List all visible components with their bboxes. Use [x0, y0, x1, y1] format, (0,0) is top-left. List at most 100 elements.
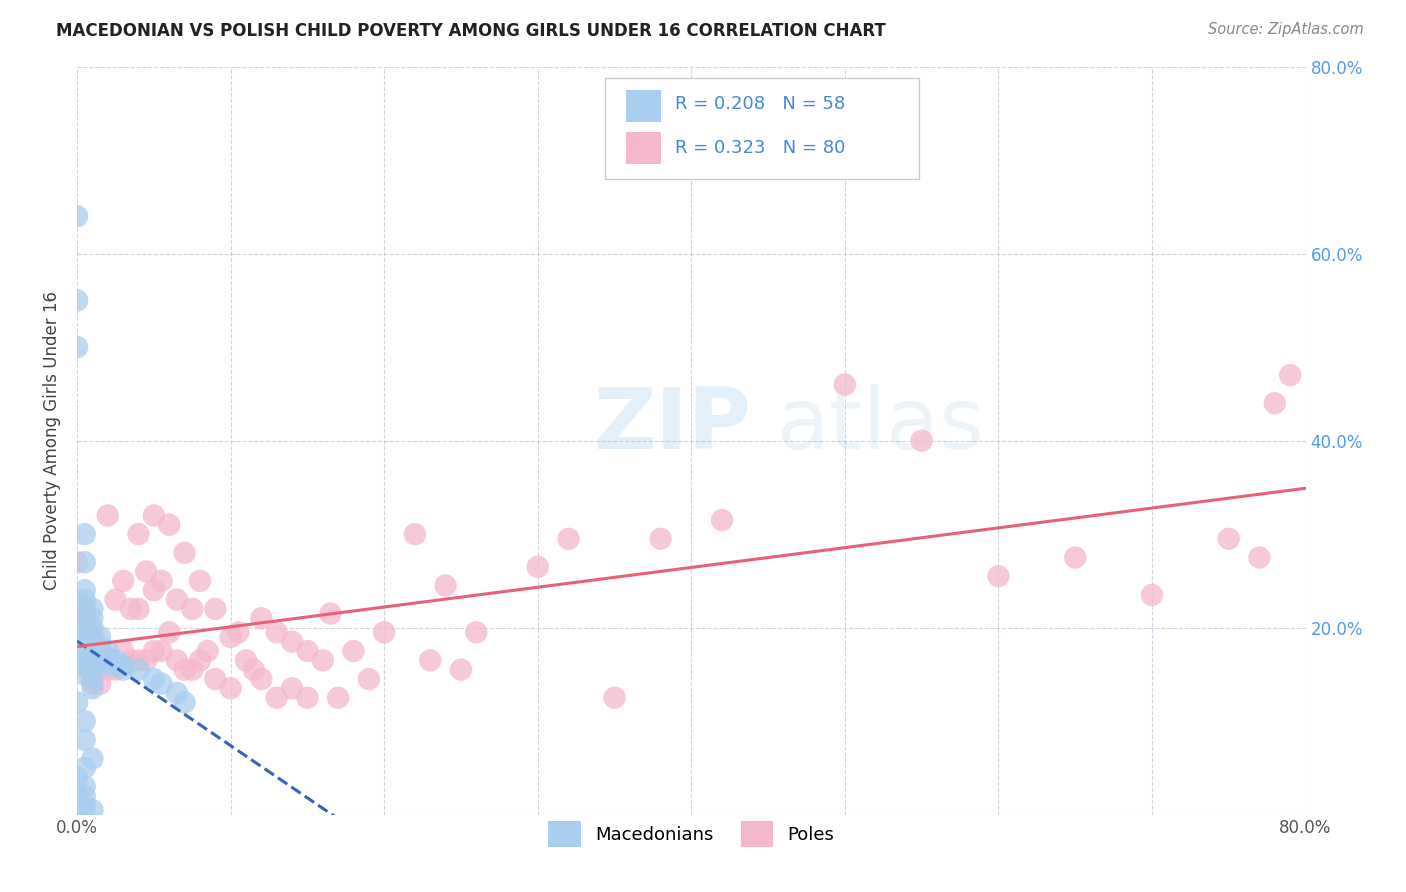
Point [235, 653, 257, 667]
Point [82, 621, 104, 635]
Point [89, 640, 111, 654]
Point [112, 644, 135, 658]
Point [97, 663, 120, 677]
Point [1218, 532, 1240, 546]
Point [181, 663, 204, 677]
Point [434, 578, 457, 592]
Point [89, 630, 111, 644]
Point [73, 583, 96, 598]
Point [73, 761, 96, 775]
Point [266, 625, 288, 640]
Point [66, 340, 89, 354]
Point [82, 640, 104, 654]
Point [66, 658, 89, 673]
Point [73, 602, 96, 616]
Point [142, 672, 165, 686]
Point [104, 592, 127, 607]
Point [281, 681, 304, 696]
Point [297, 690, 319, 705]
Point [73, 732, 96, 747]
Point [66, 695, 89, 709]
Point [450, 663, 472, 677]
Point [142, 644, 165, 658]
Point [266, 690, 288, 705]
Point [142, 508, 165, 523]
Point [150, 574, 173, 588]
FancyBboxPatch shape [606, 78, 918, 178]
Point [650, 532, 672, 546]
Point [142, 583, 165, 598]
Point [66, 648, 89, 663]
Point [82, 611, 104, 625]
Point [89, 644, 111, 658]
Point [66, 555, 89, 569]
Point [73, 803, 96, 817]
Point [73, 658, 96, 673]
Point [66, 789, 89, 803]
Point [66, 293, 89, 308]
Point [66, 770, 89, 784]
Point [104, 653, 127, 667]
Point [373, 625, 395, 640]
Point [1140, 588, 1163, 602]
Point [73, 780, 96, 794]
Point [204, 602, 226, 616]
Point [242, 663, 264, 677]
Point [73, 634, 96, 648]
Point [73, 527, 96, 541]
Text: R = 0.323   N = 80: R = 0.323 N = 80 [675, 139, 846, 157]
Point [297, 644, 319, 658]
Point [120, 602, 142, 616]
Point [82, 653, 104, 667]
Point [1264, 396, 1286, 410]
Point [404, 527, 426, 541]
Point [135, 565, 157, 579]
Point [319, 607, 342, 621]
Point [82, 630, 104, 644]
Text: atlas: atlas [778, 384, 986, 467]
Point [181, 602, 204, 616]
Bar [626, 90, 661, 122]
Text: MACEDONIAN VS POLISH CHILD POVERTY AMONG GIRLS UNDER 16 CORRELATION CHART: MACEDONIAN VS POLISH CHILD POVERTY AMONG… [56, 22, 886, 40]
Point [312, 653, 335, 667]
Point [82, 630, 104, 644]
Point [73, 714, 96, 728]
Point [342, 644, 364, 658]
Point [150, 644, 173, 658]
Point [987, 569, 1010, 583]
Point [603, 690, 626, 705]
Point [73, 611, 96, 625]
Point [204, 672, 226, 686]
Point [166, 686, 188, 700]
Point [128, 602, 150, 616]
Point [73, 644, 96, 658]
Y-axis label: Child Poverty Among Girls Under 16: Child Poverty Among Girls Under 16 [44, 291, 60, 591]
Point [250, 611, 273, 625]
Point [73, 630, 96, 644]
Point [166, 592, 188, 607]
Point [1064, 550, 1087, 565]
Point [73, 621, 96, 635]
Point [73, 789, 96, 803]
Point [97, 644, 120, 658]
Point [197, 644, 219, 658]
Point [228, 625, 250, 640]
Point [73, 602, 96, 616]
Point [219, 681, 242, 696]
Point [73, 658, 96, 673]
Point [157, 625, 180, 640]
Point [834, 377, 856, 392]
Point [128, 653, 150, 667]
Point [82, 681, 104, 696]
Point [219, 630, 242, 644]
Point [89, 653, 111, 667]
Point [128, 527, 150, 541]
Point [82, 663, 104, 677]
Point [557, 532, 579, 546]
Point [911, 434, 934, 448]
Text: R = 0.208   N = 58: R = 0.208 N = 58 [675, 95, 845, 113]
Point [173, 663, 195, 677]
Point [112, 574, 135, 588]
Point [128, 663, 150, 677]
Point [120, 653, 142, 667]
